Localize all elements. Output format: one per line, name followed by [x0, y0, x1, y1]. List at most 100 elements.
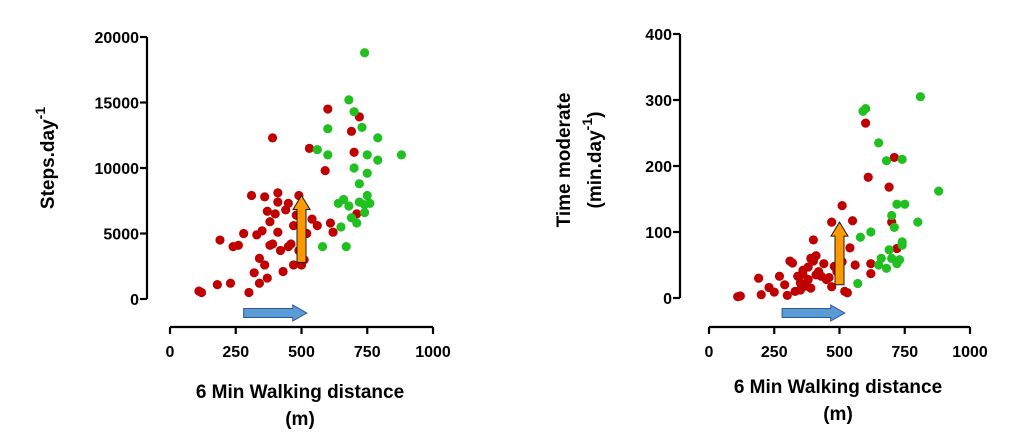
- data-point-green: [853, 278, 863, 289]
- data-point-red: [346, 126, 357, 136]
- data-point-red: [257, 226, 267, 236]
- arrow-up: [292, 194, 311, 263]
- x-tick-label: 1000: [415, 344, 451, 361]
- data-point-red: [769, 287, 779, 297]
- data-point-green: [323, 124, 333, 134]
- data-point-green: [900, 199, 910, 209]
- data-point-red: [278, 266, 288, 277]
- data-point-red: [323, 104, 333, 114]
- data-point-green: [317, 242, 328, 252]
- data-point-red: [254, 278, 265, 288]
- data-point-red: [239, 228, 249, 239]
- y-tick-label: 0: [130, 292, 139, 309]
- data-point-green: [362, 168, 372, 178]
- x-tick-label: 750: [891, 344, 918, 361]
- data-point-red: [265, 217, 275, 227]
- data-point-red: [286, 239, 296, 249]
- data-point-green: [365, 198, 375, 208]
- data-point-red: [289, 260, 299, 270]
- data-point-green: [323, 150, 333, 160]
- data-point-red: [328, 227, 338, 237]
- x-tick-label: 500: [288, 344, 315, 361]
- data-point-red: [861, 118, 871, 128]
- data-point-red: [325, 218, 336, 228]
- data-point-red: [803, 274, 813, 285]
- data-point-green: [889, 222, 899, 232]
- x-tick-label: 1000: [952, 344, 988, 361]
- y-tick-label: 5000: [103, 227, 139, 244]
- data-point-red: [866, 259, 876, 269]
- data-point-red: [244, 287, 254, 298]
- data-point-red: [233, 240, 243, 250]
- data-point-red: [320, 166, 330, 176]
- y-tick-label: 10000: [95, 161, 140, 178]
- data-point-red: [806, 283, 816, 293]
- data-point-red: [753, 273, 764, 283]
- data-point-green: [312, 145, 322, 155]
- y-axis-title: Time moderate (min.day-1): [554, 93, 606, 228]
- x-tick-label: 250: [761, 344, 788, 361]
- data-point-green: [362, 150, 372, 160]
- data-point-green: [915, 92, 926, 102]
- data-point-red: [254, 253, 265, 263]
- x-tick-label: 750: [354, 344, 381, 361]
- data-point-green: [357, 122, 367, 132]
- y-tick-label: 20000: [95, 30, 140, 47]
- data-point-red: [780, 280, 790, 290]
- data-point-red: [811, 251, 821, 261]
- data-point-green: [861, 103, 871, 114]
- data-point-red: [262, 206, 272, 216]
- data-point-green: [373, 133, 383, 143]
- arrow-up: [830, 221, 849, 286]
- y-tick-label: 15000: [95, 96, 140, 113]
- x-axis-title-line: 6 Min Walking distance: [196, 382, 404, 403]
- data-point-red: [863, 172, 873, 182]
- data-point-green: [360, 48, 370, 58]
- data-point-green: [344, 95, 354, 105]
- data-point-green: [341, 242, 351, 252]
- data-point-red: [845, 243, 855, 253]
- data-point-green: [934, 186, 944, 196]
- data-point-red: [808, 235, 819, 245]
- data-point-red: [249, 268, 259, 278]
- data-point-green: [362, 190, 372, 201]
- data-point-red: [273, 227, 283, 237]
- data-point-red: [842, 288, 852, 298]
- data-point-red: [212, 279, 222, 290]
- x-tick-label: 500: [826, 344, 853, 361]
- data-point-red: [774, 271, 785, 281]
- data-point-green: [344, 201, 354, 211]
- data-point-green: [396, 150, 407, 160]
- y-axis-title: Steps.day-1: [32, 107, 59, 209]
- data-point-red: [827, 282, 837, 292]
- data-point-red: [267, 133, 278, 143]
- data-point-red: [246, 190, 257, 201]
- data-point-red: [225, 278, 236, 288]
- data-point-red: [304, 143, 314, 153]
- data-point-red: [267, 239, 278, 249]
- data-point-green: [373, 155, 383, 165]
- data-point-red: [819, 259, 829, 269]
- x-axis-title-line: (m): [823, 404, 853, 425]
- data-point-red: [850, 260, 860, 270]
- data-point-red: [273, 188, 283, 198]
- data-point-green: [892, 199, 902, 209]
- data-point-green: [336, 222, 346, 232]
- data-point-red: [289, 221, 299, 231]
- data-point-green: [352, 218, 362, 228]
- data-point-green: [884, 245, 894, 255]
- data-point-red: [270, 209, 280, 219]
- data-point-red: [827, 217, 837, 227]
- data-point-red: [262, 273, 272, 283]
- arrow-right: [781, 304, 846, 322]
- data-point-green: [913, 217, 923, 227]
- data-point-green: [897, 240, 907, 250]
- data-point-green: [354, 179, 364, 189]
- data-point-red: [275, 245, 286, 256]
- data-point-red: [215, 235, 225, 245]
- y-tick-label: 200: [645, 159, 672, 176]
- data-point-green: [881, 263, 892, 273]
- data-point-red: [273, 197, 283, 207]
